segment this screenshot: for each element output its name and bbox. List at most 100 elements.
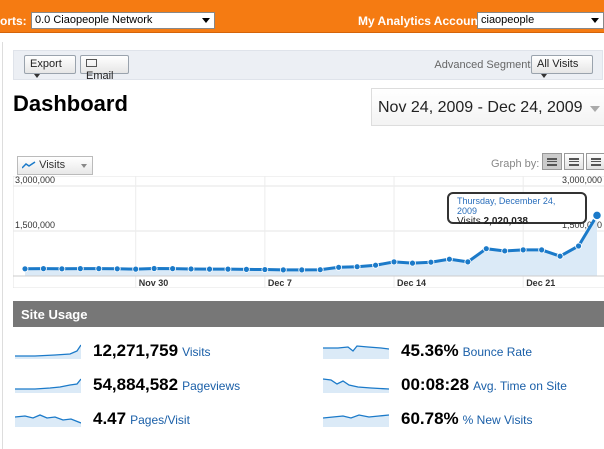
chevron-down-icon [202,18,210,23]
chart-tooltip: Thursday, December 24, 2009 Visits 2,020… [447,192,587,227]
metric-avg-time: 00:08:28 Avg. Time on Site [323,375,603,397]
data-point [95,265,103,273]
sparkline [323,414,389,427]
graph-by-month-button[interactable] [586,153,604,170]
data-point [519,246,527,254]
data-point [224,265,232,273]
date-range-picker[interactable]: Nov 24, 2009 - Dec 24, 2009 [371,88,604,126]
data-point [21,265,29,273]
data-point [575,242,582,250]
y-tick-label-right: 1,500,000 [562,220,602,230]
envelope-icon [86,59,97,68]
chevron-down-icon [541,74,547,79]
data-point [206,265,213,273]
graph-by-label: Graph by: [491,158,540,170]
data-point [464,258,472,266]
chevron-down-icon [590,106,600,112]
calendar-week-icon [569,158,579,166]
data-point [298,266,306,274]
data-point [538,246,546,254]
x-tick-label: Dec 21 [526,278,555,288]
data-point [409,259,416,267]
accounts-label: My Analytics Accounts: [358,14,493,28]
data-point [390,258,398,266]
metric-link-avg-time[interactable]: Avg. Time on Site [473,379,567,393]
metric-value: 00:08:28 [401,375,470,394]
metric-value: 54,884,582 [93,375,179,394]
reports-select-value: 0.0 Ciaopeople Network [35,14,153,26]
data-point [150,265,158,272]
data-point [279,266,287,274]
graph-by-week-button[interactable] [564,153,584,170]
data-point [76,265,84,273]
metric-link-pageviews[interactable]: Pageviews [182,379,241,393]
metric-new-visits: 60.78%% New Visits [323,409,603,431]
data-point [58,265,66,273]
metric-visits: 12,271,759 Visits [15,341,305,363]
data-point [353,263,361,271]
reports-select[interactable]: 0.0 Ciaopeople Network [31,12,215,29]
data-point [40,265,47,273]
x-tick-label: Dec 14 [397,278,426,288]
site-usage-header: Site Usage [13,301,604,327]
site-usage-title: Site Usage [21,307,88,322]
sparkline [323,345,389,359]
metric-value: 4.47 [93,409,127,428]
data-point [372,261,379,269]
tooltip-value-line: Visits 2,020,038 [457,216,577,227]
export-button[interactable]: Export [24,55,76,79]
data-point [261,266,269,273]
segment-select[interactable]: All Visits [531,55,593,79]
metric-value: 45.36% [401,341,459,360]
y-tick-label-right: 3,000,000 [562,176,602,185]
email-label: Email [86,70,114,82]
data-point [316,266,324,274]
data-point [591,210,603,221]
data-point [132,265,140,273]
sparkline [15,378,81,393]
y-tick-label-left: 1,500,000 [15,220,55,230]
chevron-down-icon [591,18,599,23]
data-point [243,266,250,273]
metric-bounce-rate: 45.36% Bounce Rate [323,341,603,363]
data-point [113,265,121,273]
export-label: Export [30,58,62,70]
sparkline [15,414,81,427]
advanced-segments-label: Advanced Segments: [434,59,539,71]
data-point [482,245,490,253]
tooltip-date: Thursday, December 24, 2009 [457,196,556,216]
top-bar: orts: 0.0 Ciaopeople Network My Analytic… [0,0,604,33]
data-point [427,258,435,266]
email-button[interactable]: Email [80,55,129,82]
segment-value: All Visits [537,58,579,70]
line-chart-icon [21,161,36,169]
reports-label: orts: [0,14,27,28]
data-point [169,265,177,273]
data-point [445,255,453,263]
sparkline [15,344,81,359]
tooltip-label: Visits [457,216,481,227]
data-point [335,263,343,271]
chevron-down-icon [34,74,40,79]
metric-link-bounce-rate[interactable]: Bounce Rate [462,345,533,359]
dashboard-panel: Export Email Advanced Segments: All Visi… [2,42,604,449]
metric-pageviews: 54,884,582 Pageviews [15,375,305,397]
accounts-select[interactable]: ciaopeople [477,12,604,29]
metric-value: 60.78% [401,409,459,428]
data-point [556,252,564,260]
tooltip-value: 2,020,038 [483,216,529,227]
date-range-text: Nov 24, 2009 - Dec 24, 2009 [378,99,583,116]
accounts-select-value: ciaopeople [481,14,535,26]
metric-selector[interactable]: Visits [17,156,93,175]
calendar-month-icon [591,158,601,166]
metric-value: 12,271,759 [93,341,179,360]
metric-link-new-visits[interactable]: % New Visits [462,413,533,427]
x-tick-label: Nov 30 [139,278,169,288]
metric-link-visits[interactable]: Visits [182,345,211,359]
y-tick-label-left: 3,000,000 [15,176,55,185]
graph-by-day-button[interactable] [542,153,562,170]
metric-link-pages-per-visit[interactable]: Pages/Visit [130,413,190,427]
metric-pages-per-visit: 4.47 Pages/Visit [15,409,305,431]
metric-selector-label: Visits [39,159,66,171]
